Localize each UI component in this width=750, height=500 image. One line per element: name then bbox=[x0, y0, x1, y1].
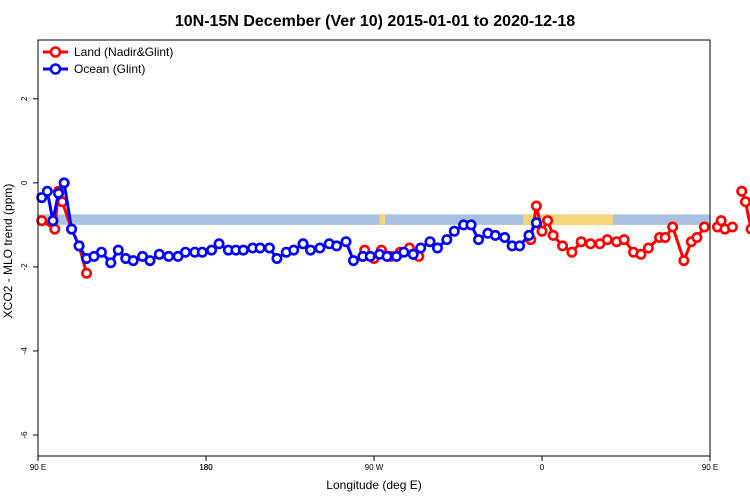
data-point bbox=[271, 253, 283, 265]
data-point bbox=[499, 231, 511, 243]
legend: Land (Nadir&Glint) Ocean (Glint) bbox=[43, 45, 173, 76]
data-point bbox=[53, 187, 65, 199]
data-point bbox=[407, 248, 419, 260]
data-point bbox=[58, 177, 70, 189]
data-point bbox=[489, 229, 501, 241]
data-point bbox=[698, 221, 710, 233]
x-axis-label: Longitude (deg E) bbox=[326, 478, 421, 492]
data-point bbox=[305, 244, 317, 256]
data-point bbox=[667, 221, 679, 233]
legend-label-land: Land (Nadir&Glint) bbox=[74, 45, 173, 59]
data-point bbox=[659, 231, 671, 243]
y-axis-label: XCO2 - MLO trend (ppm) bbox=[1, 184, 15, 319]
legend-marker-ocean bbox=[49, 63, 62, 75]
data-point bbox=[424, 236, 436, 248]
series-layer bbox=[36, 177, 750, 279]
data-point bbox=[179, 246, 191, 258]
y-tick-label: -6 bbox=[20, 431, 29, 439]
y-tick-label: 0 bbox=[20, 180, 29, 185]
y-tick-label: -2 bbox=[20, 263, 29, 271]
data-point bbox=[127, 255, 139, 267]
y-tick-label: 2 bbox=[20, 96, 29, 101]
data-point bbox=[557, 240, 569, 252]
x-tick-label: 0 bbox=[540, 463, 545, 472]
data-point bbox=[347, 255, 359, 267]
data-point bbox=[36, 215, 48, 227]
data-point bbox=[163, 250, 175, 262]
data-point bbox=[340, 236, 352, 248]
x-tick-label: 180 bbox=[199, 463, 213, 472]
legend-label-ocean: Ocean (Glint) bbox=[74, 62, 145, 76]
plot-frame bbox=[37, 39, 711, 457]
data-point bbox=[73, 240, 85, 252]
land-band bbox=[523, 214, 613, 225]
data-point bbox=[196, 246, 208, 258]
data-point bbox=[105, 257, 117, 269]
data-point bbox=[263, 242, 275, 254]
data-point bbox=[618, 234, 630, 246]
data-point bbox=[206, 244, 218, 256]
data-point bbox=[642, 242, 654, 254]
data-point bbox=[601, 234, 613, 246]
data-point bbox=[144, 255, 156, 267]
data-point bbox=[530, 217, 542, 229]
data-point bbox=[297, 238, 309, 250]
series-1 bbox=[36, 177, 542, 269]
data-point bbox=[213, 238, 225, 250]
data-point bbox=[364, 250, 376, 262]
data-point bbox=[715, 215, 727, 227]
data-point bbox=[254, 242, 266, 254]
data-point bbox=[415, 242, 427, 254]
x-tick-label: 90 W bbox=[365, 463, 384, 472]
data-point bbox=[398, 246, 410, 258]
ocean-band bbox=[38, 214, 710, 225]
data-point bbox=[448, 225, 460, 237]
data-point bbox=[465, 219, 477, 231]
data-point bbox=[585, 238, 597, 250]
data-point bbox=[288, 244, 300, 256]
data-point bbox=[81, 267, 93, 279]
data-point bbox=[726, 221, 738, 233]
data-point bbox=[566, 246, 578, 258]
data-point bbox=[473, 234, 485, 246]
data-point bbox=[441, 234, 453, 246]
data-point bbox=[678, 255, 690, 267]
data-point bbox=[635, 248, 647, 260]
data-point bbox=[49, 223, 61, 235]
data-point bbox=[523, 229, 535, 241]
data-point bbox=[47, 215, 59, 227]
data-point bbox=[237, 244, 249, 256]
data-point bbox=[575, 236, 587, 248]
data-point bbox=[542, 215, 554, 227]
x-tick-label: 180 bbox=[199, 463, 213, 472]
data-point bbox=[314, 242, 326, 254]
x-tick-label: 90 E bbox=[702, 463, 718, 472]
y-axis: 2 0 -2 -4 -6 bbox=[20, 96, 38, 439]
series-0 bbox=[36, 185, 750, 279]
data-point bbox=[530, 200, 542, 212]
land-band bbox=[379, 214, 386, 225]
data-point bbox=[745, 223, 750, 235]
data-point bbox=[381, 250, 393, 262]
chart-title: 10N-15N December (Ver 10) 2015-01-01 to … bbox=[175, 13, 575, 30]
data-point bbox=[95, 246, 107, 258]
legend-marker-land bbox=[49, 46, 62, 58]
data-point bbox=[739, 196, 750, 208]
data-point bbox=[691, 231, 703, 243]
data-point bbox=[66, 223, 78, 235]
data-point bbox=[431, 242, 443, 254]
data-point bbox=[736, 185, 748, 197]
data-point bbox=[514, 240, 526, 252]
data-point bbox=[112, 244, 124, 256]
x-tick-label: 90 E bbox=[30, 463, 46, 472]
data-point bbox=[41, 185, 53, 197]
y-tick-label: -4 bbox=[20, 347, 29, 355]
data-point bbox=[547, 229, 559, 241]
data-point bbox=[536, 225, 548, 237]
data-point bbox=[153, 248, 165, 260]
map-strip bbox=[38, 214, 710, 225]
data-point bbox=[331, 240, 343, 252]
